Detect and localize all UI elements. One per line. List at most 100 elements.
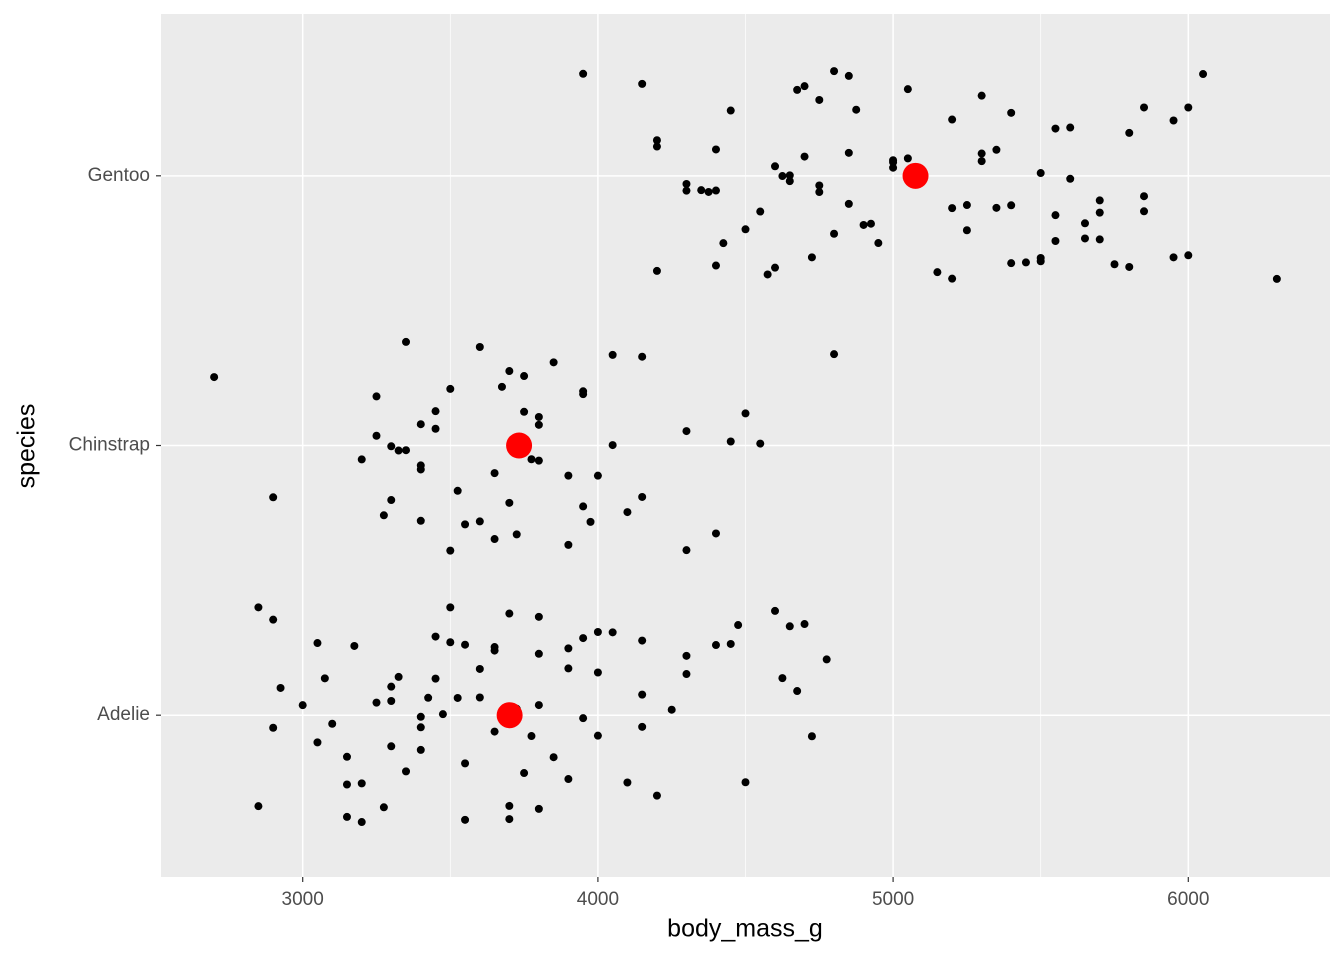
- y-axis-title: species: [13, 404, 41, 489]
- point: [771, 162, 780, 171]
- point: [579, 390, 588, 399]
- point: [512, 530, 521, 539]
- point: [711, 145, 720, 154]
- point: [505, 609, 514, 618]
- point: [520, 372, 529, 381]
- point: [1095, 208, 1104, 217]
- y-tick-label: Gentoo: [88, 165, 150, 186]
- point: [1169, 116, 1178, 125]
- point: [1080, 219, 1089, 228]
- point: [844, 71, 853, 80]
- point: [608, 441, 617, 450]
- point: [719, 239, 728, 248]
- point: [475, 664, 484, 673]
- point: [793, 687, 802, 696]
- point: [438, 710, 447, 719]
- point: [785, 177, 794, 186]
- point: [490, 643, 499, 652]
- point: [682, 186, 691, 195]
- point: [357, 455, 366, 464]
- point: [416, 465, 425, 474]
- point: [771, 263, 780, 272]
- point: [475, 517, 484, 526]
- point: [697, 186, 706, 195]
- point: [652, 266, 661, 275]
- point: [844, 199, 853, 208]
- point: [933, 268, 942, 277]
- point: [461, 640, 470, 649]
- point: [461, 759, 470, 768]
- mean-point: [506, 432, 533, 459]
- point: [948, 204, 957, 213]
- point: [948, 274, 957, 283]
- point: [534, 612, 543, 621]
- point: [534, 804, 543, 813]
- point: [741, 778, 750, 787]
- point: [763, 270, 772, 279]
- point: [313, 639, 322, 648]
- point: [1066, 123, 1075, 132]
- point: [505, 801, 514, 810]
- point: [638, 636, 647, 645]
- point: [778, 674, 787, 683]
- point: [1036, 253, 1045, 262]
- point: [741, 409, 750, 418]
- point: [608, 350, 617, 359]
- point: [342, 812, 351, 821]
- point: [859, 220, 868, 229]
- grid: [161, 14, 1330, 877]
- point: [977, 91, 986, 100]
- point: [1051, 211, 1060, 220]
- point: [564, 644, 573, 653]
- point: [1080, 234, 1089, 243]
- mean-point: [496, 702, 523, 729]
- point: [416, 516, 425, 525]
- x-axis-title: body_mass_g: [667, 915, 823, 943]
- point: [793, 85, 802, 94]
- point: [342, 780, 351, 789]
- point: [726, 639, 735, 648]
- point: [807, 732, 816, 741]
- point: [431, 424, 440, 433]
- point: [1051, 236, 1060, 245]
- point: [490, 535, 499, 544]
- point: [372, 698, 381, 707]
- point: [962, 226, 971, 235]
- point: [652, 136, 661, 145]
- point: [889, 156, 898, 165]
- point: [394, 672, 403, 681]
- point: [387, 442, 396, 451]
- point: [579, 634, 588, 643]
- point: [756, 207, 765, 216]
- point: [830, 350, 839, 359]
- point: [830, 67, 839, 76]
- point: [593, 627, 602, 636]
- point: [520, 769, 529, 778]
- point: [379, 511, 388, 520]
- point: [726, 106, 735, 115]
- point: [638, 690, 647, 699]
- point: [394, 446, 403, 455]
- point: [475, 343, 484, 352]
- x-tick-label: 6000: [1167, 889, 1209, 910]
- point: [682, 427, 691, 436]
- point: [638, 352, 647, 361]
- mean-point: [902, 162, 929, 189]
- point: [520, 407, 529, 416]
- point: [1169, 253, 1178, 262]
- point: [579, 714, 588, 723]
- point: [830, 229, 839, 238]
- point: [453, 693, 462, 702]
- point: [416, 745, 425, 754]
- point: [1184, 251, 1193, 260]
- point: [534, 420, 543, 429]
- x-tick-label: 4000: [577, 889, 619, 910]
- point: [771, 606, 780, 615]
- point: [1140, 192, 1149, 201]
- point: [379, 803, 388, 812]
- point: [579, 69, 588, 78]
- point: [1140, 103, 1149, 112]
- point: [453, 486, 462, 495]
- point: [711, 641, 720, 650]
